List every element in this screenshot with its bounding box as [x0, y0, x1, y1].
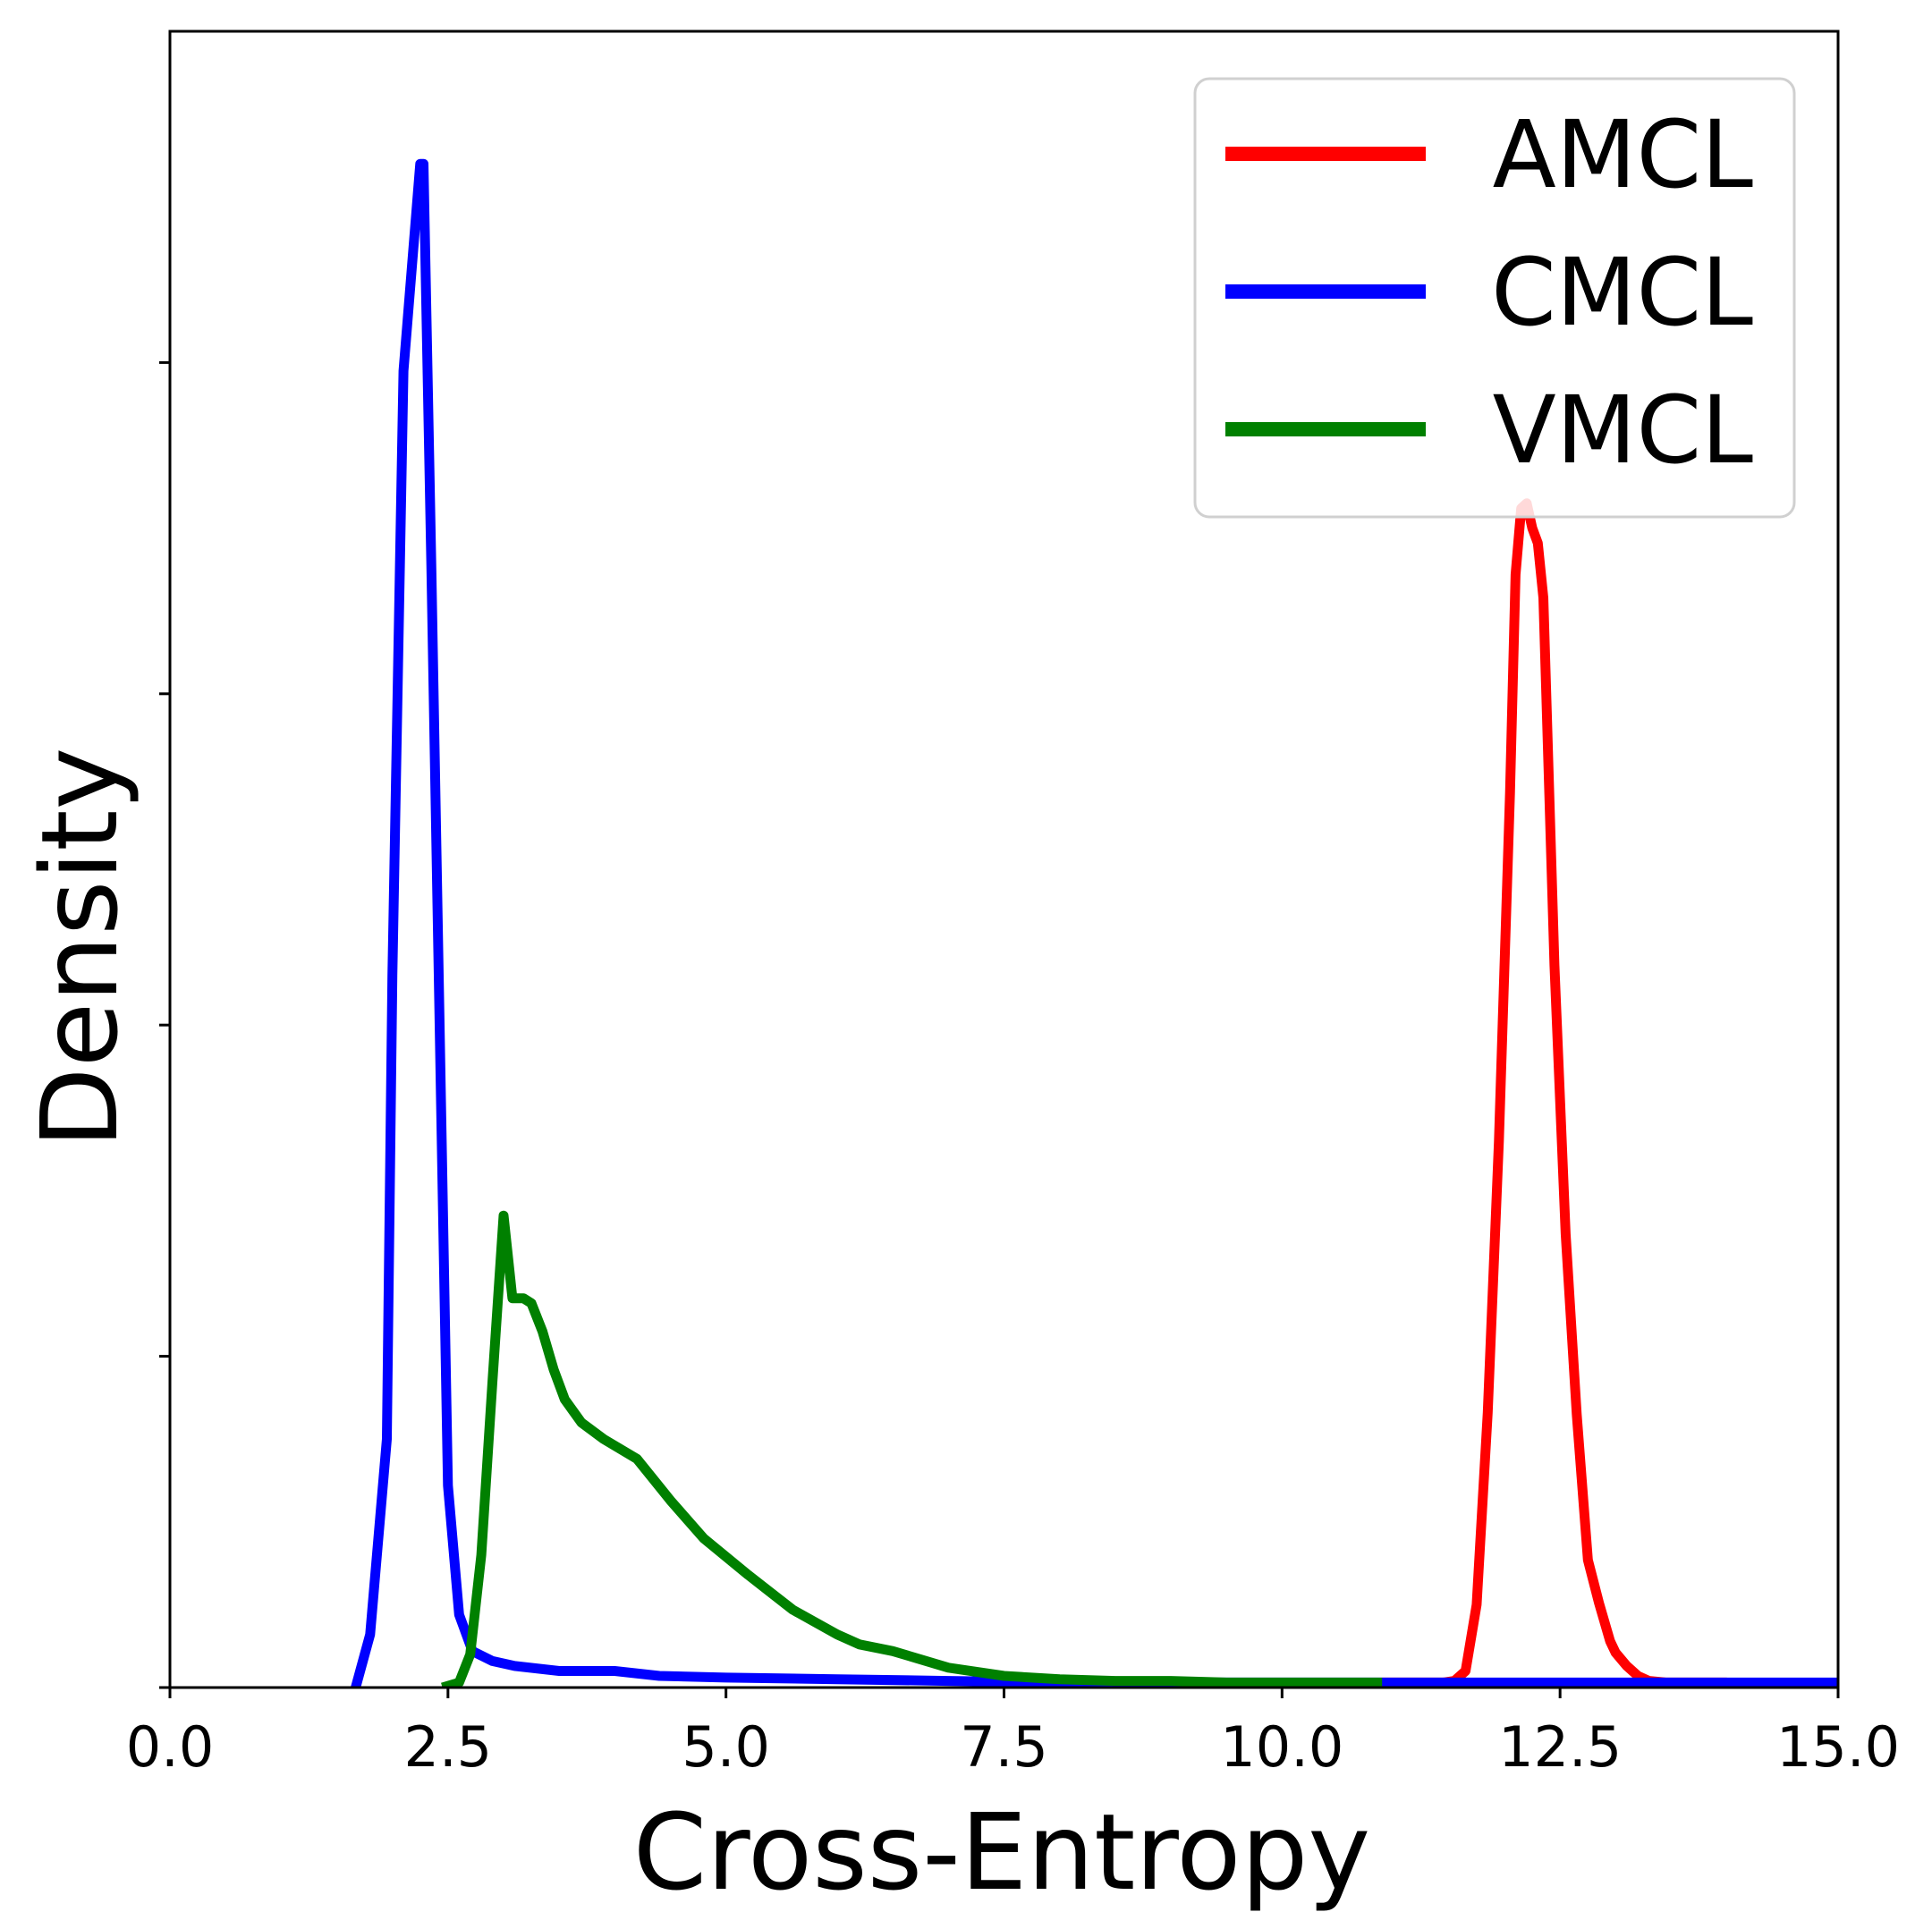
series-line-vmcl [441, 1210, 1383, 1688]
x-tick-label: 12.5 [1498, 1714, 1622, 1780]
x-tick-label: 7.5 [960, 1714, 1048, 1780]
legend: AMCL CMCL VMCL [1193, 77, 1796, 519]
legend-box [1193, 77, 1796, 519]
series-line-amcl [1382, 498, 1727, 1688]
x-tick-label: 10.0 [1220, 1714, 1343, 1780]
x-tick-label: 15.0 [1776, 1714, 1900, 1780]
y-axis-title: Density [18, 748, 141, 1149]
legend-label-amcl: AMCL [1493, 100, 1753, 209]
legend-label-vmcl: VMCL [1493, 376, 1753, 485]
x-tick-label: 2.5 [404, 1714, 493, 1780]
x-tick-label: 0.0 [126, 1714, 215, 1780]
legend-label-cmcl: CMCL [1491, 238, 1753, 347]
x-tick-label: 5.0 [682, 1714, 770, 1780]
axes: 0.0 2.5 5.0 7.5 10.0 12.5 15.0 [126, 30, 1900, 1780]
plot-area [351, 158, 1838, 1688]
x-axis-title: Cross-Entropy [633, 1790, 1371, 1912]
